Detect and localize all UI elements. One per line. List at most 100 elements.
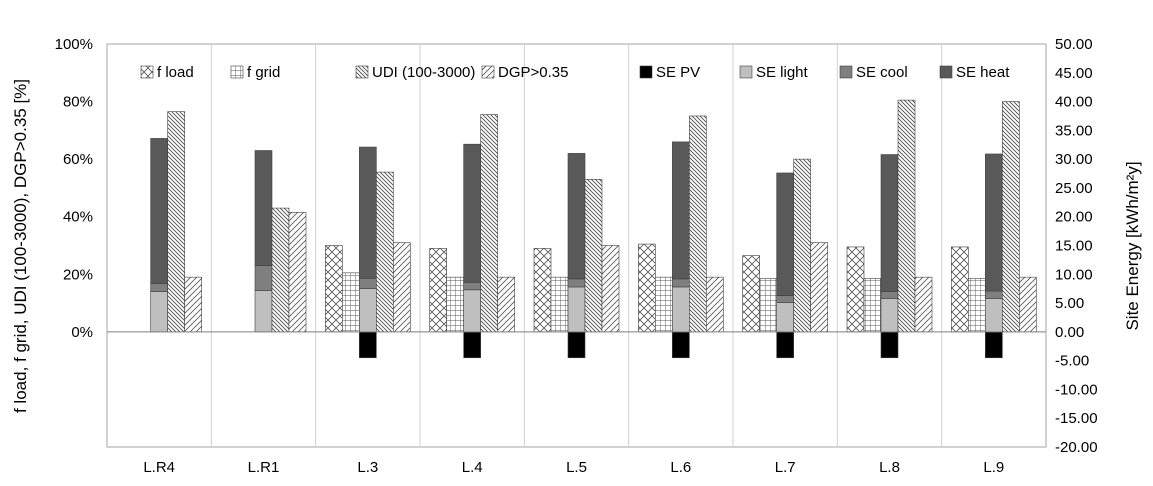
right-tick-label: 40.00 [1055, 94, 1093, 111]
x-tick-label: L.7 [775, 459, 796, 476]
bar-se-cool-l-r1 [254, 265, 273, 291]
bar-dgp-0-35-l-8 [914, 276, 933, 333]
bar-se-light-l-r1 [254, 290, 273, 333]
bar-se-cool-l-6 [672, 278, 690, 288]
bar-dgp-0-35-l-7 [810, 242, 828, 333]
bar-se-cool-l-3 [359, 278, 377, 289]
left-tick-label: 0% [71, 324, 93, 341]
right-tick-label: -20.00 [1055, 439, 1098, 456]
bar-f-grid-l-6 [655, 276, 673, 333]
bar-f-load-l-4 [429, 248, 447, 333]
left-axis-title: f load, f grid, UDI (100-3000), DGP>0.35… [11, 79, 30, 413]
right-tick-label: 50.00 [1055, 36, 1093, 53]
bar-se-light-l-r4 [150, 291, 168, 333]
right-tick-label: 45.00 [1055, 65, 1093, 82]
legend-label-se-pv: SE PV [656, 64, 700, 81]
bar-se-cool-l-4 [463, 282, 481, 291]
bar-se-light-l-6 [672, 286, 690, 333]
x-tick-label: L.3 [357, 459, 378, 476]
bar-udi-100-3000-l-5 [584, 178, 603, 333]
left-tick-label: 100% [55, 36, 93, 53]
right-tick-label: 20.00 [1055, 209, 1093, 226]
bar-se-light-l-8 [880, 298, 899, 333]
bar-udi-100-3000-l-6 [689, 115, 707, 333]
bar-se-light-l-7 [776, 302, 794, 333]
legend-label-f-grid: f grid [247, 64, 280, 81]
bar-se-cool-l-8 [880, 291, 899, 299]
legend-swatch-se-heat [939, 65, 953, 79]
bar-se-pv-l-4 [463, 331, 481, 359]
x-tick-label: L.R1 [248, 459, 280, 476]
legend-swatch-se-pv [639, 65, 653, 79]
bar-se-light-l-5 [567, 286, 586, 333]
bar-f-load-l-8 [846, 246, 865, 333]
bar-se-pv-l-6 [672, 331, 690, 359]
bar-se-light-l-4 [463, 289, 481, 333]
bar-se-pv-l-3 [359, 331, 377, 359]
right-tick-label: -5.00 [1055, 353, 1089, 370]
right-tick-label: 35.00 [1055, 122, 1093, 139]
bar-udi-100-3000-l-8 [897, 99, 916, 333]
bar-f-load-l-3 [325, 245, 343, 333]
bar-dgp-0-35-l-4 [497, 276, 515, 333]
bar-udi-100-3000-l-7 [793, 158, 811, 333]
bar-se-pv-l-9 [985, 331, 1003, 359]
bar-udi-100-3000-l-r1 [271, 207, 290, 333]
x-tick-label: L.8 [879, 459, 900, 476]
bar-f-load-l-7 [742, 255, 760, 333]
bar-se-pv-l-8 [880, 331, 899, 359]
right-tick-label: 15.00 [1055, 238, 1093, 255]
legend-label-se-light: SE light [756, 64, 809, 81]
bar-se-heat-l-r4 [150, 138, 168, 284]
x-tick-label: L.5 [566, 459, 587, 476]
bar-dgp-0-35-l-r4 [184, 276, 202, 333]
bar-se-cool-l-9 [985, 290, 1003, 299]
legend-swatch-dgp-0-35 [481, 65, 495, 79]
left-tick-label: 20% [63, 266, 93, 283]
legend-label-se-cool: SE cool [856, 64, 908, 81]
bar-f-grid-l-9 [968, 278, 986, 333]
legend-label-dgp-0-35: DGP>0.35 [498, 64, 568, 81]
bar-udi-100-3000-l-r4 [167, 111, 185, 333]
bar-dgp-0-35-l-3 [393, 242, 411, 333]
bar-se-heat-l-3 [359, 146, 377, 279]
bar-udi-100-3000-l-9 [1002, 101, 1020, 333]
right-tick-label: 5.00 [1055, 295, 1084, 312]
x-tick-label: L.9 [983, 459, 1004, 476]
left-tick-label: 80% [63, 94, 93, 111]
bar-se-cool-l-5 [567, 278, 586, 288]
right-tick-label: 10.00 [1055, 266, 1093, 283]
bar-f-load-l-5 [533, 248, 552, 333]
bar-se-heat-l-7 [776, 172, 794, 296]
bar-f-grid-l-8 [863, 278, 882, 333]
bar-se-heat-l-8 [880, 154, 899, 292]
bar-se-heat-l-6 [672, 141, 690, 280]
bar-se-heat-l-9 [985, 153, 1003, 292]
bar-udi-100-3000-l-4 [480, 114, 498, 333]
bar-f-grid-l-5 [550, 276, 569, 333]
x-tick-label: L.4 [462, 459, 483, 476]
bar-f-grid-l-4 [446, 276, 464, 333]
right-tick-label: -10.00 [1055, 381, 1098, 398]
bar-se-heat-l-4 [463, 143, 481, 283]
right-tick-label: 25.00 [1055, 180, 1093, 197]
right-axis-title: Site Energy [kWh/m²y] [1123, 161, 1142, 330]
legend-swatch-f-grid [230, 65, 244, 79]
bar-se-light-l-3 [359, 288, 377, 333]
bar-f-load-l-6 [638, 243, 656, 333]
right-tick-label: -15.00 [1055, 410, 1098, 427]
bar-dgp-0-35-l-9 [1019, 276, 1037, 333]
legend-swatch-f-load [140, 65, 154, 79]
bar-se-pv-l-5 [567, 331, 586, 359]
bar-se-heat-l-5 [567, 153, 586, 280]
right-tick-label: 30.00 [1055, 151, 1093, 168]
x-tick-label: L.R4 [143, 459, 175, 476]
bar-se-cool-l-r4 [150, 283, 168, 292]
legend-label-se-heat: SE heat [956, 64, 1010, 81]
legend-swatch-udi-100-3000 [355, 65, 369, 79]
bar-f-load-l-9 [951, 246, 969, 333]
left-tick-label: 40% [63, 209, 93, 226]
bar-dgp-0-35-l-6 [706, 276, 724, 333]
bar-dgp-0-35-l-r1 [288, 212, 307, 333]
